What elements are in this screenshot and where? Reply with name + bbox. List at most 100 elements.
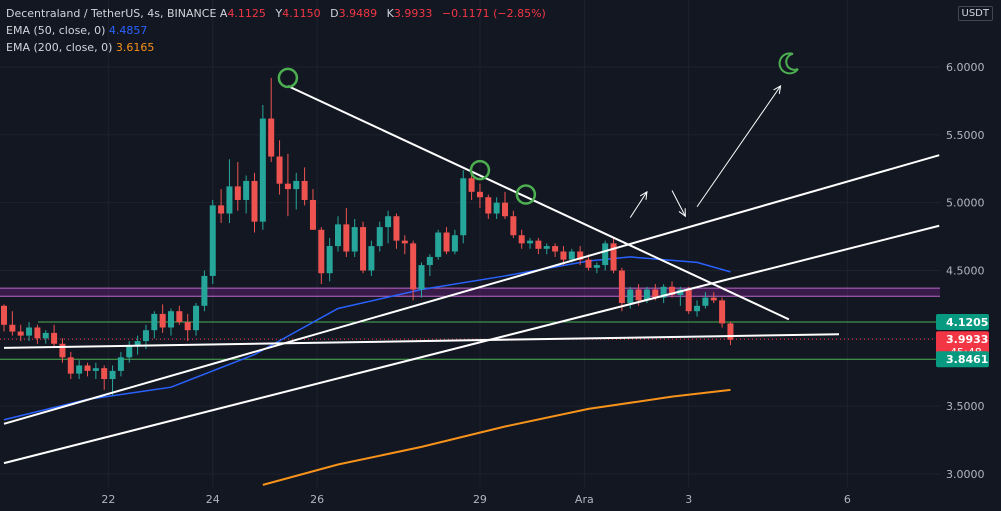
candle-body	[168, 311, 174, 328]
candle-body	[635, 289, 642, 301]
candle-body	[67, 357, 74, 374]
candle-body	[226, 186, 233, 214]
candle-body	[643, 289, 650, 301]
trend-line	[3, 333, 840, 349]
candle-body	[126, 346, 133, 358]
close-label: K	[386, 7, 394, 20]
y-tick-label: 3.5000	[946, 400, 985, 413]
candle-body	[17, 331, 24, 336]
candle-body	[84, 365, 91, 371]
candle-body	[527, 240, 534, 244]
candle-body	[251, 180, 258, 222]
highlight-circle	[515, 184, 537, 205]
candle-body	[560, 251, 567, 260]
legend-symbol-row: Decentraland / TetherUS, 4s, BINANCE A4.…	[6, 5, 552, 22]
price-tag	[936, 313, 989, 330]
candle-body	[26, 327, 33, 336]
candle-body	[101, 368, 108, 380]
candle-body	[318, 229, 325, 274]
candle-body	[468, 178, 475, 192]
candles	[1, 77, 734, 396]
candle-body	[518, 235, 525, 244]
candle-body	[451, 235, 458, 252]
arrow-head	[773, 85, 782, 94]
candle-body	[618, 270, 625, 304]
x-tick-label: 26	[310, 493, 324, 506]
candle-body	[51, 332, 58, 344]
candle-body	[543, 246, 550, 249]
x-axis: 22 24 26 29 Ara 3 6	[101, 493, 850, 506]
candle-body	[552, 246, 559, 252]
legend-ema50-row[interactable]: EMA (50, close, 0) 4.4857	[6, 22, 552, 39]
price-tag-label: 4.1205	[946, 316, 988, 329]
candle-body	[401, 240, 408, 244]
arrow-head	[639, 190, 648, 200]
candle-body	[568, 251, 575, 260]
candle-body	[385, 216, 392, 228]
legend-ema200-row[interactable]: EMA (200, close, 0) 3.6165	[6, 39, 552, 56]
candle-body	[652, 289, 659, 298]
trend-line	[3, 154, 940, 425]
candle-body	[218, 205, 225, 214]
candle-body	[268, 118, 275, 157]
highlight-circle	[469, 159, 491, 181]
candle-body	[710, 297, 717, 301]
highlight-circle	[277, 67, 299, 89]
y-tick-label: 5.5000	[946, 129, 985, 142]
candle-body	[117, 357, 124, 371]
candle-body	[34, 327, 41, 339]
candle-body	[234, 186, 241, 200]
symbol-title[interactable]: Decentraland / TetherUS, 4s, BINANCE	[6, 7, 217, 20]
currency-unit-label[interactable]: USDT	[957, 6, 993, 21]
open-label: A	[219, 7, 228, 20]
candle-body	[610, 243, 617, 271]
candle-body	[259, 118, 266, 222]
candle-body	[209, 205, 216, 276]
x-tick-label: 22	[101, 493, 115, 506]
candle-body	[176, 311, 183, 323]
candle-body	[535, 240, 542, 249]
candle-body	[343, 224, 350, 252]
trend-line	[287, 85, 790, 321]
trend-line	[3, 224, 940, 465]
candle-body	[502, 202, 508, 217]
candle-body	[151, 313, 158, 331]
high-value: 4.1150	[282, 7, 321, 20]
ema50-label: EMA (50, close, 0)	[6, 24, 106, 37]
chart-legend: Decentraland / TetherUS, 4s, BINANCE A4.…	[6, 5, 552, 56]
candle-body	[593, 265, 600, 268]
candle-body	[376, 227, 383, 247]
candle-body	[719, 300, 726, 324]
candle-body	[309, 199, 316, 230]
candle-body	[92, 368, 99, 371]
arrow-line	[629, 191, 648, 218]
arrow-head	[678, 208, 686, 218]
candle-body	[585, 259, 592, 268]
candle-body	[326, 246, 333, 274]
candle-body	[159, 313, 166, 328]
x-tick-label: 6	[844, 493, 851, 506]
ema200-value: 3.6165	[115, 41, 155, 54]
candle-body	[694, 305, 701, 312]
x-tick-label: 3	[685, 493, 692, 506]
candle-body	[702, 297, 709, 306]
candle-body	[476, 191, 483, 198]
candle-body	[485, 197, 492, 214]
candle-body	[142, 330, 149, 342]
candle-body	[435, 232, 442, 257]
candle-body	[727, 323, 734, 340]
x-tick-label: Ara	[575, 493, 594, 506]
candle-body	[426, 256, 433, 266]
candle-body	[360, 227, 367, 271]
ema200-line	[262, 388, 731, 486]
moon-icon	[778, 52, 799, 75]
candle-body	[301, 180, 308, 200]
candle-body	[76, 365, 83, 374]
candle-body	[669, 286, 675, 295]
x-tick-label: 29	[473, 493, 487, 506]
candle-body	[351, 227, 358, 252]
open-value: 4.1125	[227, 7, 266, 20]
price-tag-label: 3.9933	[946, 333, 988, 346]
candle-body	[577, 251, 584, 260]
